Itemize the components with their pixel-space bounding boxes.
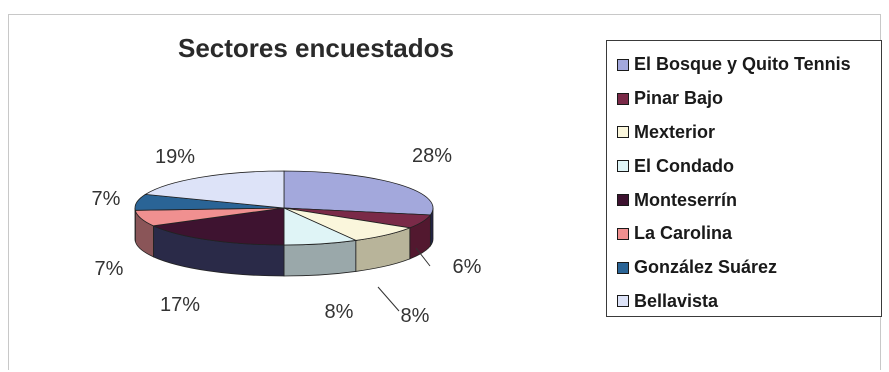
leader-line (415, 247, 431, 267)
legend-item-la-carolina: La Carolina (617, 217, 881, 251)
legend-swatch (617, 58, 629, 71)
pie-slice-el-bosque-y-quito-tennis (283, 170, 434, 216)
data-label-el-bosque-y-quito-tennis: 28% (412, 145, 452, 167)
data-label-el-condado: 8% (325, 301, 354, 323)
legend-swatch (617, 227, 629, 240)
legend-label: González Suárez (634, 257, 778, 278)
legend-item-monteserrin: Monteserrín (617, 183, 881, 217)
legend-label: El Condado (634, 155, 734, 176)
legend-label: Bellavista (634, 290, 719, 311)
legend-item-el-condado: El Condado (617, 149, 881, 183)
pie-side-el-condado (283, 239, 357, 277)
legend-swatch (617, 261, 629, 274)
data-label-bellavista: 19% (155, 146, 195, 168)
legend-swatch (617, 194, 629, 207)
legend-swatch (617, 126, 629, 139)
legend-swatch (617, 295, 629, 308)
legend-label: Monteserrín (634, 189, 738, 210)
chart-legend: El Bosque y Quito Tennis Pinar Bajo Mexter… (606, 40, 882, 317)
data-label-mexterior: 8% (401, 305, 430, 327)
legend-item-mexterior: Mexterior (617, 116, 881, 150)
legend-swatch (617, 160, 629, 173)
legend-label: El Bosque y Quito Tennis (634, 54, 851, 75)
legend-item-gonzalez-suarez: González Suárez (617, 251, 881, 285)
data-label-gonzalez-suarez: 7% (92, 188, 121, 210)
pie-slice-monteserrin (151, 207, 285, 246)
leader-line (377, 286, 400, 312)
legend-label: La Carolina (634, 223, 733, 244)
legend-label: Mexterior (634, 121, 716, 142)
legend-swatch (617, 92, 629, 105)
data-label-la-carolina: 7% (95, 258, 124, 280)
legend-item-el-bosque-y-quito-tennis: El Bosque y Quito Tennis (617, 48, 881, 82)
legend-item-bellavista: Bellavista (617, 285, 881, 319)
legend-label: Pinar Bajo (634, 88, 724, 109)
pie-slice-bellavista (144, 170, 285, 209)
legend-item-pinar-bajo: Pinar Bajo (617, 82, 881, 116)
data-label-monteserrin: 17% (160, 294, 200, 316)
data-label-pinar-bajo: 6% (453, 256, 482, 278)
chart-title: Sectores encuestados (178, 33, 454, 63)
